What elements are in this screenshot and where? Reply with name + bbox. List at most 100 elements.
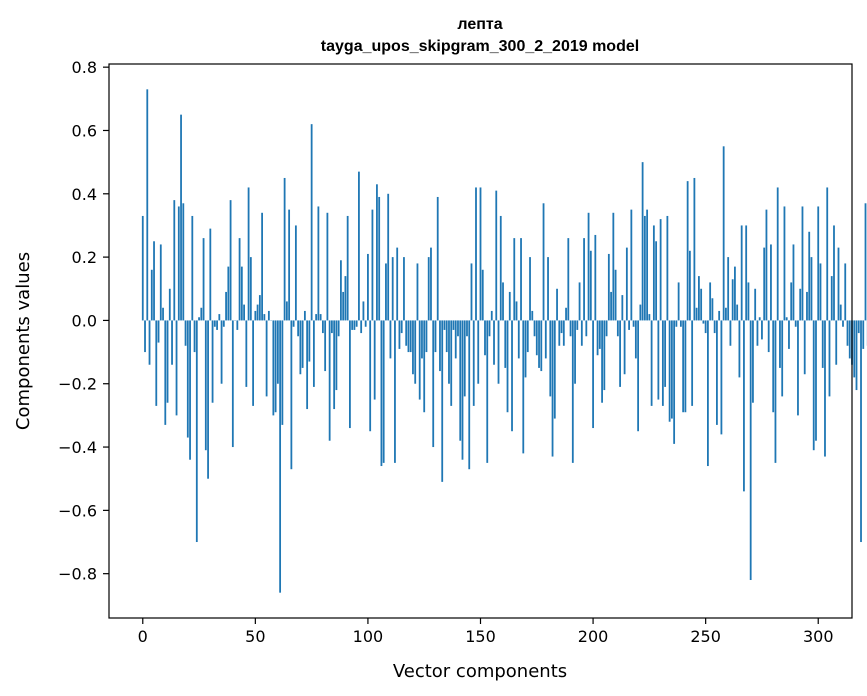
bar <box>758 317 761 321</box>
bar <box>558 320 561 346</box>
bar <box>267 310 270 321</box>
bar <box>141 215 144 321</box>
x-tick-label: 200 <box>578 627 609 646</box>
bar <box>686 181 689 321</box>
y-tick-label: 0.4 <box>72 185 97 204</box>
bar <box>589 250 592 321</box>
bar <box>481 269 484 321</box>
bar <box>578 282 581 321</box>
bar <box>853 320 856 378</box>
bar <box>164 320 167 425</box>
bar <box>373 320 376 400</box>
bar <box>817 206 820 321</box>
bar <box>666 215 669 321</box>
bar <box>522 320 525 454</box>
bar <box>150 269 153 321</box>
bar <box>648 314 651 321</box>
bar <box>367 253 369 321</box>
bar <box>254 310 257 321</box>
bar <box>396 247 399 321</box>
bar <box>479 187 482 321</box>
bar <box>236 320 239 330</box>
bar <box>344 276 347 321</box>
bar <box>310 124 313 321</box>
bar <box>416 263 419 321</box>
bar <box>616 320 619 337</box>
bar <box>770 244 772 321</box>
bar <box>513 238 516 321</box>
bar <box>155 320 158 406</box>
bar <box>729 320 732 346</box>
bar <box>801 206 804 321</box>
bar <box>297 320 300 337</box>
bar <box>826 187 829 321</box>
bar <box>533 320 536 337</box>
bar <box>490 310 493 321</box>
bar <box>551 320 554 457</box>
bar <box>258 295 261 321</box>
bar <box>765 209 768 321</box>
bar <box>157 320 160 343</box>
x-tick-label: 100 <box>353 627 384 646</box>
bar <box>842 320 844 327</box>
bar <box>806 291 808 321</box>
bar <box>774 320 777 463</box>
bar <box>427 257 430 321</box>
bar <box>193 320 196 353</box>
bar <box>792 244 795 321</box>
bar <box>195 320 198 543</box>
bar <box>752 320 754 403</box>
bar <box>385 263 387 321</box>
bar <box>502 282 504 321</box>
bar <box>799 288 802 321</box>
bar <box>727 257 730 321</box>
bar <box>571 320 574 463</box>
bar <box>209 228 212 321</box>
bar <box>434 320 437 353</box>
bar <box>191 215 194 321</box>
bar <box>794 320 797 327</box>
bar <box>211 320 214 403</box>
bar <box>328 320 331 441</box>
bar <box>619 320 621 387</box>
bar <box>688 250 691 321</box>
bar <box>376 184 378 321</box>
bar <box>713 320 716 334</box>
bar <box>445 320 448 353</box>
bar <box>531 310 534 321</box>
bar <box>603 320 606 391</box>
bar <box>855 320 858 391</box>
bar <box>614 269 617 321</box>
bar <box>371 209 374 321</box>
bar <box>261 212 263 321</box>
y-tick-label: −0.8 <box>58 565 97 584</box>
bar <box>315 314 318 321</box>
bar <box>864 203 867 321</box>
bar <box>301 320 304 368</box>
bar <box>574 320 576 384</box>
bar <box>862 320 865 349</box>
bar <box>225 291 227 321</box>
bar <box>218 314 221 321</box>
bar <box>394 320 396 463</box>
bar <box>659 219 662 321</box>
bar <box>265 320 268 397</box>
bar <box>580 320 583 346</box>
bar <box>299 320 302 375</box>
bar <box>468 320 471 470</box>
bar <box>326 212 329 321</box>
y-axis-label: Components values <box>13 252 34 430</box>
bar <box>639 304 642 321</box>
bar <box>249 257 252 321</box>
bar <box>821 320 824 368</box>
bar <box>477 320 480 384</box>
bar <box>779 320 781 368</box>
bar <box>148 320 151 365</box>
bar <box>781 320 784 397</box>
bar <box>707 320 709 467</box>
bar <box>790 282 793 321</box>
bar <box>562 320 565 346</box>
bar <box>400 320 403 334</box>
bar <box>684 320 687 413</box>
